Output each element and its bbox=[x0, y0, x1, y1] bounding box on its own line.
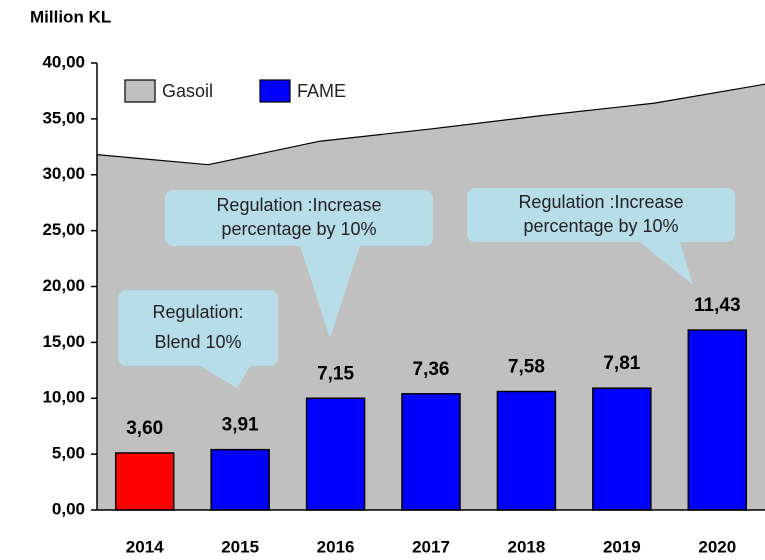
callout-text: percentage by 10% bbox=[221, 219, 376, 239]
y-tick-label: 35,00 bbox=[42, 108, 85, 127]
y-tick-label: 25,00 bbox=[42, 220, 85, 239]
bar-label: 7,36 bbox=[413, 359, 450, 380]
bar-label: 7,58 bbox=[508, 357, 545, 378]
bar bbox=[305, 397, 366, 511]
callout-text: Regulation :Increase bbox=[216, 195, 381, 215]
y-tick-label: 10,00 bbox=[42, 388, 85, 407]
callout-tail bbox=[300, 246, 360, 338]
x-tick-label: 2017 bbox=[412, 537, 450, 556]
bar bbox=[592, 387, 652, 511]
bar bbox=[496, 390, 557, 511]
y-tick-label: 30,00 bbox=[42, 164, 85, 183]
callout-tail bbox=[200, 366, 250, 388]
bar bbox=[210, 448, 270, 511]
callout-text: Regulation :Increase bbox=[518, 192, 683, 212]
legend-label: FAME bbox=[297, 81, 346, 101]
bar-label: 3,91 bbox=[222, 415, 259, 436]
callout-tail bbox=[640, 242, 693, 285]
legend-swatch bbox=[259, 79, 291, 103]
legend-swatch bbox=[124, 79, 156, 103]
y-tick-label: 0,00 bbox=[52, 499, 85, 518]
bar bbox=[114, 452, 175, 511]
bar bbox=[687, 329, 748, 511]
legend-label: Gasoil bbox=[162, 81, 213, 101]
bar-label: 7,15 bbox=[317, 363, 354, 384]
y-tick-label: 15,00 bbox=[42, 332, 85, 351]
callout-text: Blend 10% bbox=[154, 332, 241, 352]
x-tick-label: 2015 bbox=[221, 537, 259, 556]
callout bbox=[467, 188, 735, 242]
area-line bbox=[96, 83, 765, 166]
callout bbox=[118, 290, 278, 366]
callout bbox=[165, 190, 433, 246]
x-tick-label: 2020 bbox=[698, 537, 736, 556]
x-tick-label: 2018 bbox=[508, 537, 546, 556]
bar bbox=[401, 393, 461, 511]
bar-label: 7,81 bbox=[603, 353, 640, 374]
y-tick-label: 40,00 bbox=[42, 52, 85, 71]
bar-label: 3,60 bbox=[126, 418, 163, 439]
x-tick-label: 2014 bbox=[126, 537, 164, 556]
y-axis-title: Million KL bbox=[30, 7, 111, 26]
callout-text: percentage by 10% bbox=[523, 216, 678, 236]
y-tick-label: 5,00 bbox=[52, 444, 85, 463]
x-tick-label: 2016 bbox=[317, 537, 355, 556]
callout-text: Regulation: bbox=[152, 302, 243, 322]
bar-label: 11,43 bbox=[694, 295, 741, 316]
y-tick-label: 20,00 bbox=[42, 276, 85, 295]
x-tick-label: 2019 bbox=[603, 537, 641, 556]
